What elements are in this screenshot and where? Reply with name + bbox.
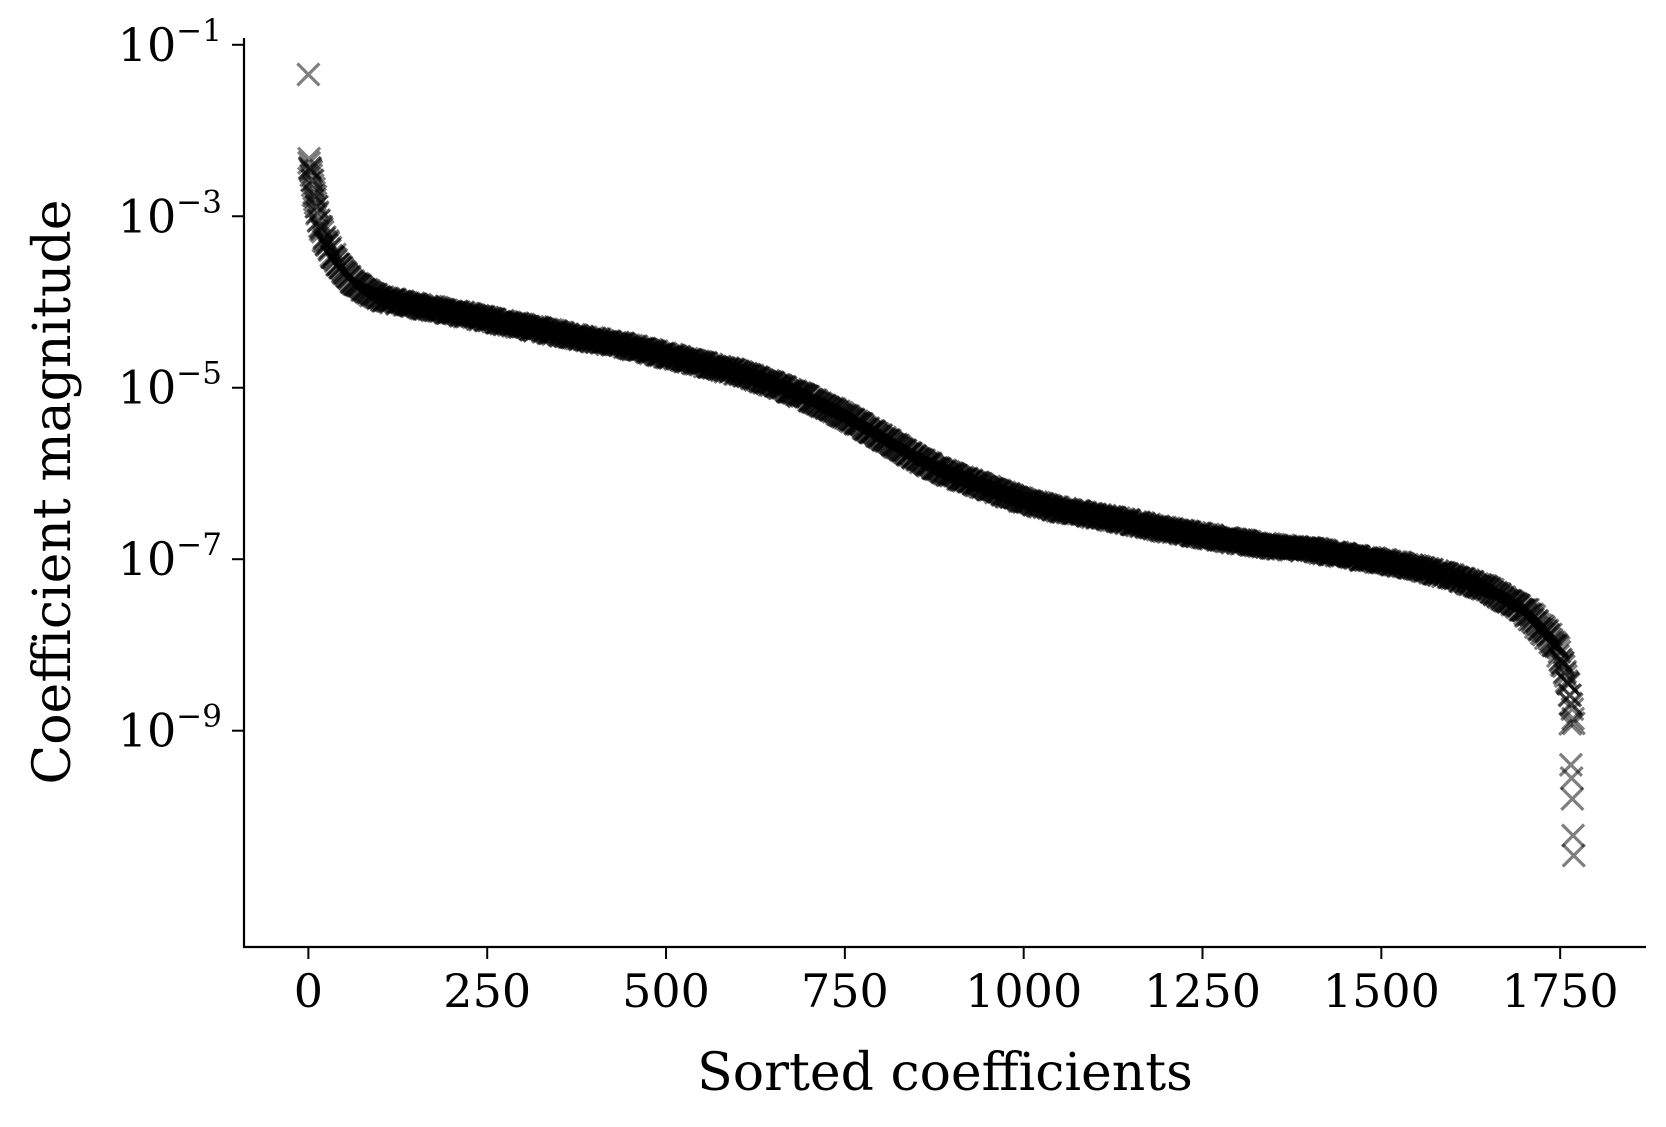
y-tick-label: 10−5 <box>118 356 222 415</box>
data-point <box>1561 711 1586 736</box>
data-point <box>1560 706 1586 731</box>
data-point <box>303 184 328 209</box>
y-axis-label: Coefficient magnitude <box>23 199 83 784</box>
x-tick-label: 1750 <box>1502 964 1619 1018</box>
x-tick-label: 1250 <box>1144 964 1261 1018</box>
data-point <box>1558 711 1583 737</box>
data-point <box>1560 823 1586 848</box>
axes <box>242 38 1646 949</box>
x-tick-label: 1000 <box>965 964 1082 1018</box>
data-point <box>296 62 321 87</box>
y-tick-label: 10−1 <box>118 13 222 72</box>
x-tick-label: 0 <box>294 964 323 1018</box>
marker-layer <box>296 62 1586 868</box>
y-tick-label: 10−9 <box>118 699 222 758</box>
x-tick-label: 250 <box>443 964 531 1018</box>
data-point <box>1559 765 1584 791</box>
data-point <box>1553 663 1579 689</box>
data-point <box>1560 786 1585 812</box>
data-point <box>304 194 330 219</box>
y-tick-label: 10−7 <box>118 527 222 586</box>
y-tick-label: 10−3 <box>118 184 222 243</box>
x-ticks: 0 250 500 750 1000 1250 1500 1750 <box>294 947 1619 1018</box>
x-tick-label: 750 <box>801 964 889 1018</box>
data-point <box>1561 843 1586 868</box>
x-tick-label: 500 <box>622 964 710 1018</box>
y-ticks: 10−1 10−3 10−5 10−7 10−9 <box>118 13 244 758</box>
x-axis-label: Sorted coefficients <box>697 1043 1193 1103</box>
x-tick-label: 1500 <box>1323 964 1440 1018</box>
